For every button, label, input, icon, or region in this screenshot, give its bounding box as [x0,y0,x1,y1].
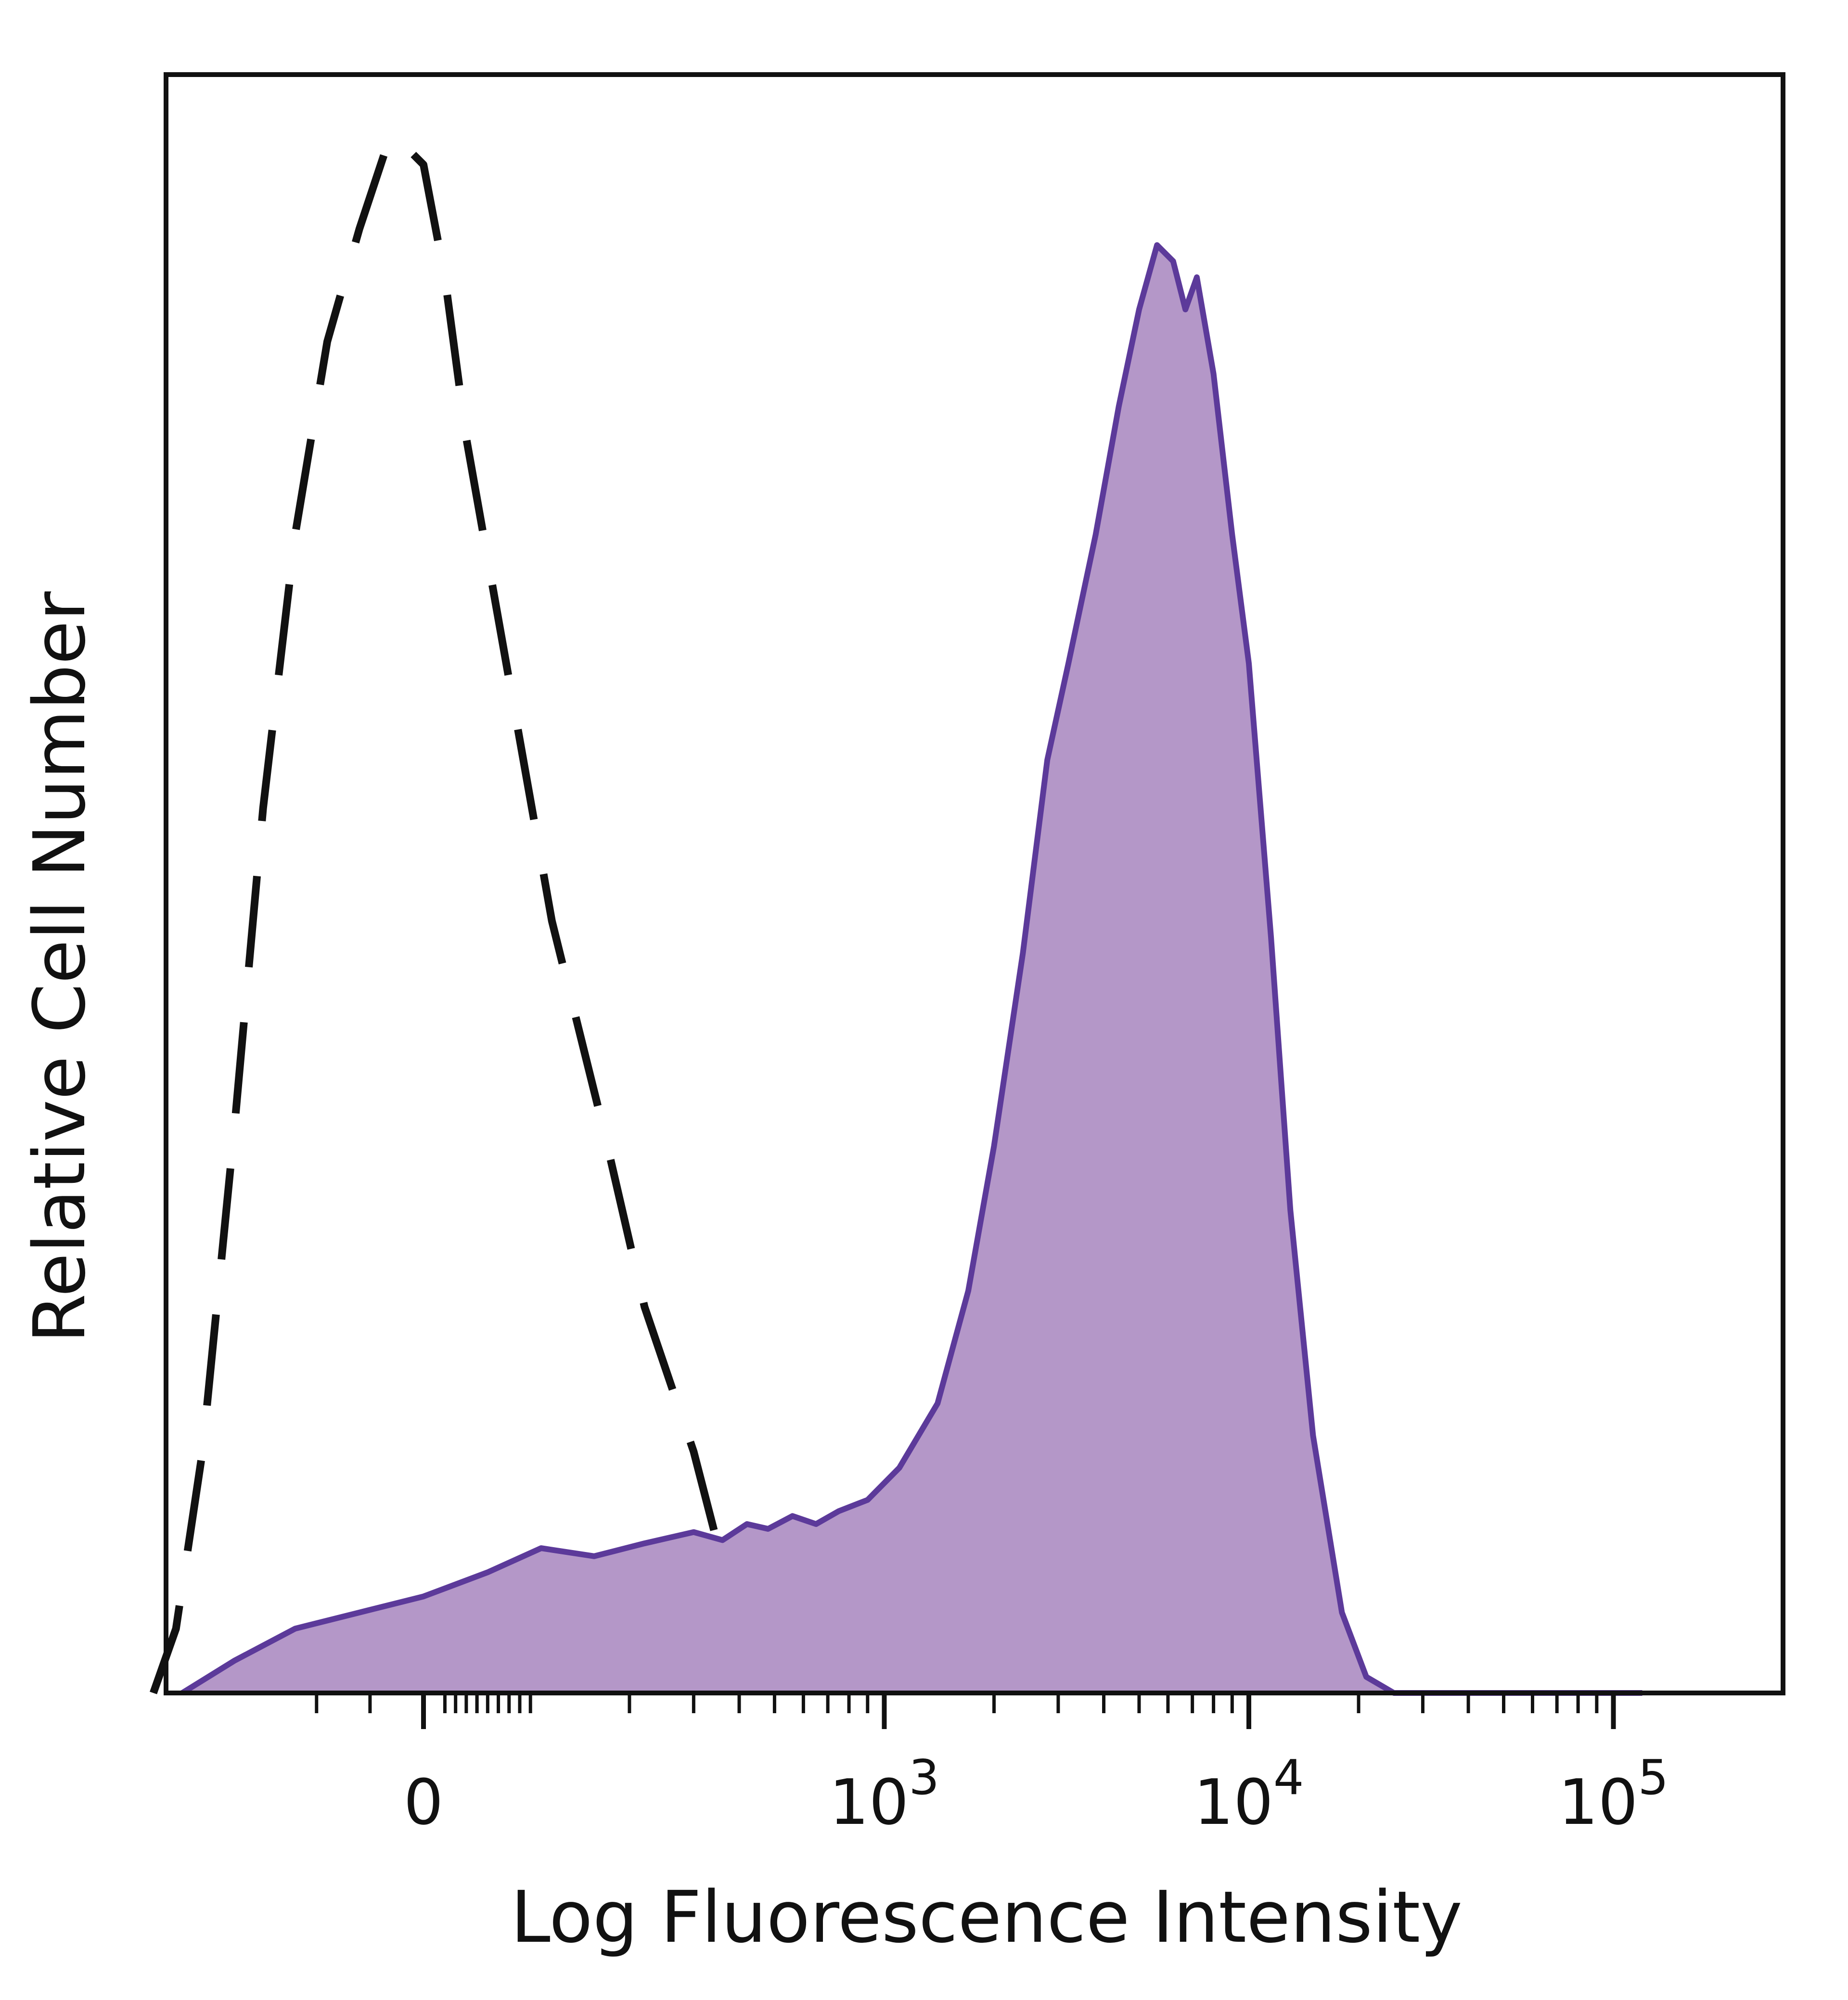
x-tick-label: 105 [1558,1749,1668,1839]
y-axis-label: Relative Cell Number [18,591,101,1343]
plot-series [150,128,1643,1696]
histogram-area-1 [182,245,1643,1693]
x-tick-label: 103 [829,1749,939,1839]
x-axis-label: Log Fluorescence Intensity [511,1876,1463,1959]
x-tick-label: 0 [404,1766,444,1839]
histogram-line-0 [150,128,735,1694]
x-axis-ticks [315,1693,1616,1729]
x-axis-tick-labels: 0 103 104 105 [404,1749,1668,1839]
plot-frame [164,72,1785,1695]
x-tick-label: 104 [1194,1749,1304,1839]
histogram-line-1 [180,242,1643,1696]
